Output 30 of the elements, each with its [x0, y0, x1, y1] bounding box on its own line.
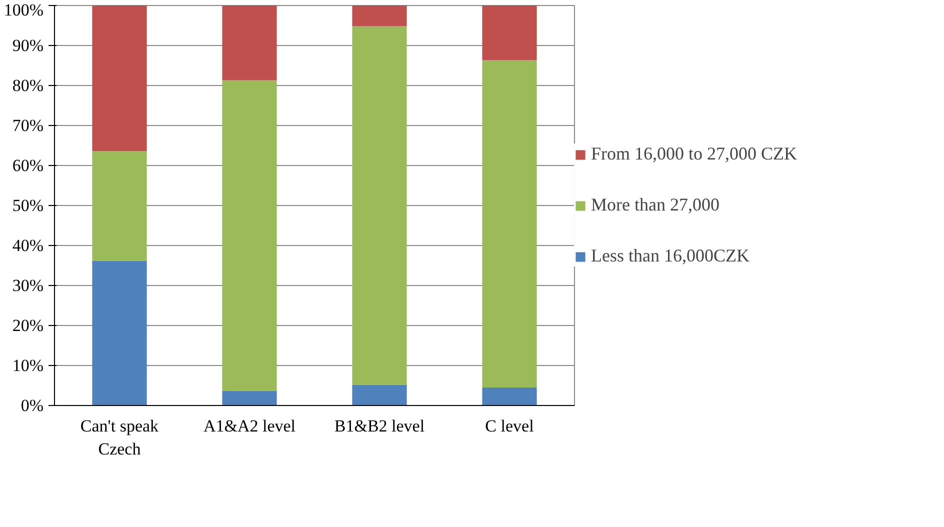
y-tick-label: 0% — [20, 396, 44, 415]
bar — [482, 6, 537, 60]
y-tick-label: 100% — [4, 0, 44, 20]
y-tick-label: 20% — [12, 316, 44, 335]
bar — [352, 26, 407, 385]
bar — [92, 6, 147, 152]
x-tick-label: C level — [485, 416, 534, 436]
bar — [92, 151, 147, 261]
bar — [222, 6, 277, 80]
bar — [222, 390, 277, 406]
y-tick-label: 90% — [12, 36, 44, 55]
legend-label: More than 27,000 — [591, 194, 720, 216]
legend-label: From 16,000 to 27,000 CZK — [591, 144, 798, 164]
bar — [222, 80, 277, 391]
x-tick-label: B1&B2 level — [334, 416, 425, 436]
bar — [482, 388, 537, 406]
x-tick-label: A1&A2 level — [203, 416, 296, 436]
y-tick-label: 50% — [12, 196, 44, 215]
x-tick-label: Can't speak Czech — [80, 416, 160, 458]
bar — [92, 260, 147, 406]
y-tick-label: 60% — [12, 156, 44, 175]
bar — [482, 60, 537, 388]
bar — [352, 6, 407, 26]
y-tick-label: 70% — [12, 116, 44, 135]
bar — [352, 384, 407, 406]
y-tick-label: 10% — [12, 356, 44, 375]
y-tick-label: 40% — [12, 236, 44, 255]
y-tick-label: 30% — [12, 276, 44, 295]
y-tick-label: 80% — [12, 76, 44, 95]
legend-label: Less than 16,000CZK — [591, 246, 750, 266]
